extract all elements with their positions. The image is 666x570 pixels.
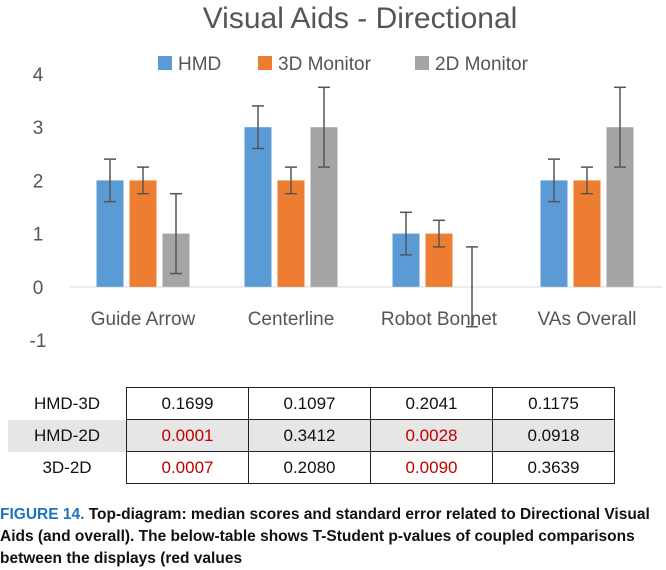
bar	[277, 180, 305, 287]
x-axis-labels: Guide Arrow Centerline Robot Bonnet VAs Ove…	[91, 309, 637, 330]
legend-swatch	[258, 56, 272, 70]
legend-swatch	[415, 56, 429, 70]
y-tick-label: 0	[33, 278, 44, 299]
bar	[573, 180, 601, 287]
p-value-cell: 0.0090	[370, 451, 493, 484]
y-tick-label: 3	[33, 118, 44, 139]
p-value-cell: 0.3639	[492, 451, 615, 484]
p-value-cell: 0.0001	[126, 419, 249, 452]
y-tick-label: 1	[33, 225, 44, 246]
p-value-cell: 0.0028	[370, 419, 493, 452]
legend-label: HMD	[178, 54, 221, 75]
p-value-cell: 0.2041	[370, 387, 493, 420]
y-tick-label: -1	[30, 331, 47, 352]
bars	[96, 127, 634, 287]
table-row: 3D-2D 0.0007 0.2080 0.0090 0.3639	[8, 451, 615, 484]
caption-text: Top-diagram: median scores and standard …	[0, 506, 650, 567]
bar	[129, 180, 157, 287]
row-label: HMD-2D	[8, 419, 127, 452]
error-bars	[104, 86, 626, 328]
row-label: HMD-3D	[33, 393, 101, 413]
p-value-cell: 0.1699	[126, 387, 249, 420]
y-axis-ticks: 4 3 2 1 0 -1	[30, 65, 47, 352]
y-tick-label: 2	[33, 171, 44, 192]
p-value-cell: 0.0918	[492, 419, 615, 452]
legend-label: 2D Monitor	[435, 54, 529, 75]
p-value-cell: 0.1097	[248, 387, 371, 420]
p-value-cell: 0.1175	[492, 387, 615, 420]
table-row: HMD-3D 0.1699 0.1097 0.2041 0.1175	[8, 387, 615, 420]
x-tick-label: Robot Bonnet	[381, 309, 498, 330]
row-label: 3D-2D	[42, 457, 92, 477]
x-tick-label: Centerline	[248, 309, 335, 330]
bar	[244, 127, 272, 287]
x-tick-label: VAs Overall	[538, 309, 637, 330]
p-value-table: HMD-3D 0.1699 0.1097 0.2041 0.1175 HMD-2D 0.00…	[8, 387, 615, 484]
table-row: HMD-2D 0.0001 0.3412 0.0028 0.0918	[8, 419, 615, 452]
p-value-cell: 0.3412	[248, 419, 371, 452]
x-tick-label: Guide Arrow	[91, 309, 196, 330]
figure-caption: FIGURE 14. Top-diagram: median scores an…	[0, 504, 664, 570]
figure-label: FIGURE 14.	[0, 506, 85, 523]
legend-swatch	[158, 56, 172, 70]
chart-title: Visual Aids - Directional	[203, 2, 518, 35]
bar-chart: Visual Aids - Directional HMD 3D Monitor 2…	[30, 2, 662, 352]
p-value-cell: 0.2080	[248, 451, 371, 484]
legend-label: 3D Monitor	[278, 54, 372, 75]
p-value-cell: 0.0007	[126, 451, 249, 484]
y-tick-label: 4	[33, 65, 44, 86]
chart-legend: HMD 3D Monitor 2D Monitor	[158, 54, 529, 75]
